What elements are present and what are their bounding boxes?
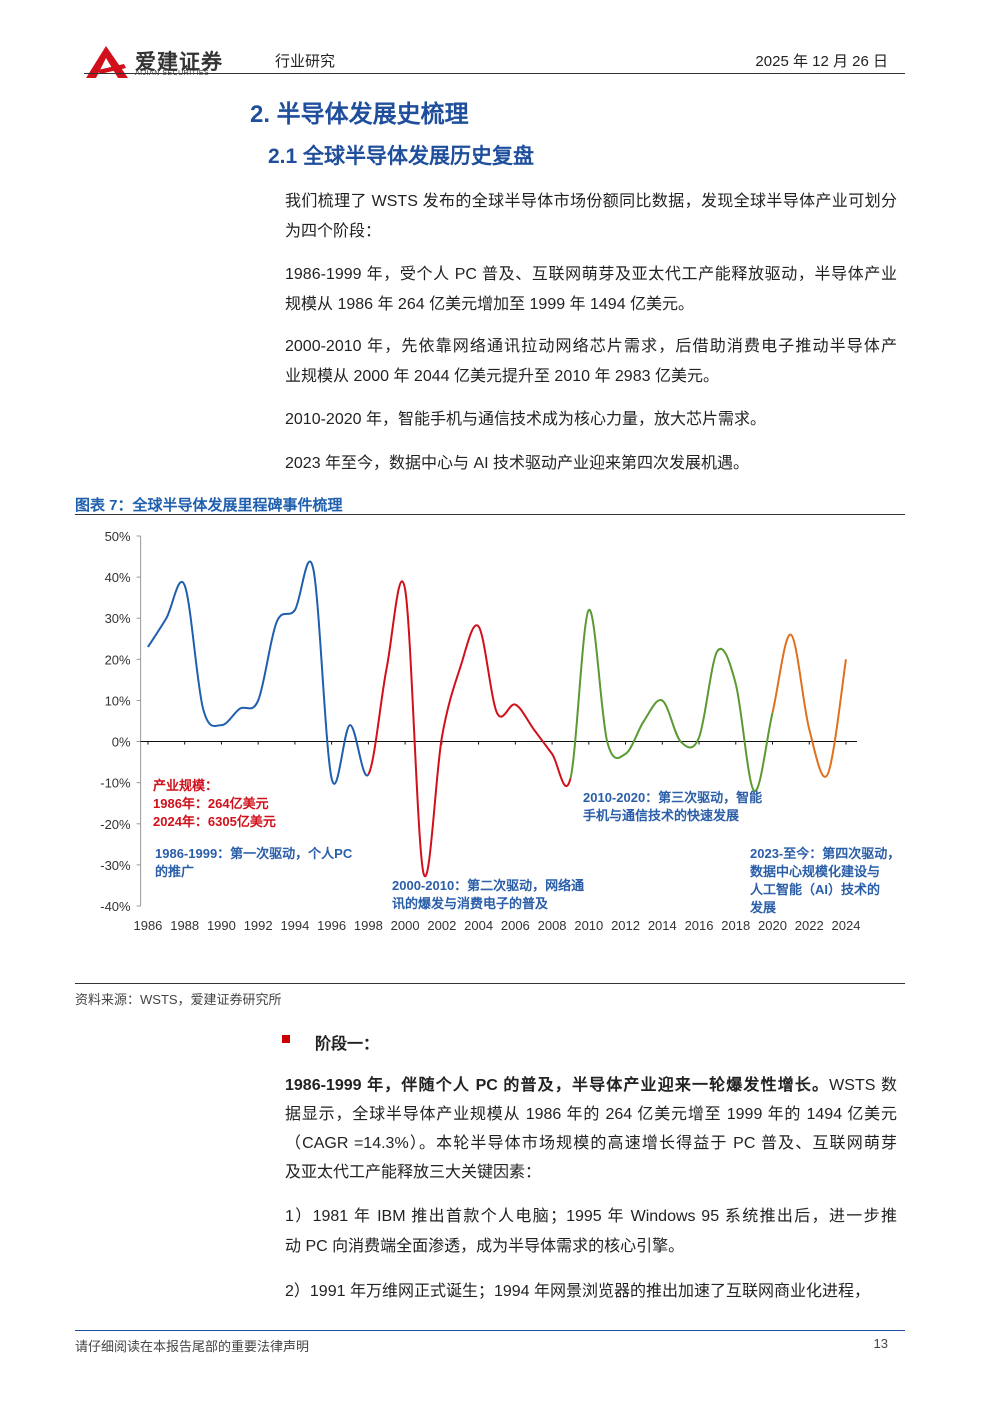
source-rule	[75, 983, 905, 984]
y-tick-label: 50%	[105, 529, 131, 544]
x-tick-label: 2010	[574, 918, 603, 933]
y-tick-label: 30%	[105, 611, 131, 626]
y-tick-label: 20%	[105, 652, 131, 667]
x-tick-label: 2006	[501, 918, 530, 933]
figure-caption: 图表 7：全球半导体发展里程碑事件梳理	[75, 497, 343, 514]
paragraph-line: 为四个阶段：	[285, 223, 382, 240]
paragraph-line: 2000-2010 年，先依靠网络通讯拉动网络芯片需求，后借助消费电子推动半导体…	[285, 338, 897, 355]
annotation: 1986-1999：第一次驱动，个人PC	[155, 846, 353, 861]
line-connector	[771, 633, 792, 714]
y-tick-label: 40%	[105, 570, 131, 585]
annotation: 2000-2010：第二次驱动，网络通	[392, 878, 584, 893]
annotation: 发展	[749, 900, 777, 915]
stage-label: 阶段一：	[315, 1036, 380, 1053]
figure-rule	[75, 514, 905, 515]
x-tick-label: 2018	[721, 918, 750, 933]
annotation: 2024年：6305亿美元	[153, 814, 276, 829]
x-tick-label: 2012	[611, 918, 640, 933]
x-tick-label: 1986	[133, 918, 162, 933]
stage-line: 据显示，全球半导体产业规模从 1986 年的 264 亿美元增至 1999 年的…	[285, 1106, 897, 1123]
list-item-line: 2）1991 年万维网正式诞生；1994 年网景浏览器的推出加速了互联网商业化进…	[285, 1283, 870, 1300]
x-tick-label: 2002	[427, 918, 456, 933]
header-section: 行业研究	[275, 53, 336, 70]
annotation: 产业规模：	[153, 778, 218, 793]
x-tick-label: 2024	[832, 918, 861, 933]
stage-bold: 1986-1999 年，伴随个人 PC 的普及，半导体产业迎来一轮爆发性增长。	[285, 1077, 830, 1094]
y-tick-label: -30%	[100, 858, 131, 873]
x-tick-label: 2022	[795, 918, 824, 933]
line-series	[587, 608, 774, 792]
footer-note: 请仔细阅读在本报告尾部的重要法律声明	[75, 1339, 310, 1354]
bullet	[282, 1035, 290, 1043]
x-tick-label: 2000	[391, 918, 420, 933]
page-number: 13	[873, 1336, 888, 1351]
annotation: 手机与通信技术的快速发展	[583, 808, 740, 823]
stage-line: （CAGR =14.3%）。本轮半导体市场规模的高速增长得益于 PC 普及、互联…	[285, 1135, 897, 1152]
paragraph-line: 业规模从 2000 年 2044 亿美元提升至 2010 年 2983 亿美元。	[285, 368, 719, 385]
list-item-line: 1）1981 年 IBM 推出首款个人电脑；1995 年 Windows 95 …	[285, 1208, 897, 1225]
y-tick-label: -40%	[100, 899, 131, 914]
stage-text: WSTS 数	[829, 1077, 897, 1094]
x-tick-label: 1992	[244, 918, 273, 933]
line-connector	[569, 609, 590, 779]
paragraph-line: 我们梳理了 WSTS 发布的全球半导体市场份额同比数据，发现全球半导体产业可划分	[285, 193, 897, 210]
heading: 2. 半导体发展史梳理	[250, 101, 469, 128]
paragraph-line: 2010-2020 年，智能手机与通信技术成为核心力量，放大芯片需求。	[285, 411, 766, 428]
x-tick-label: 1996	[317, 918, 346, 933]
x-tick-label: 2016	[685, 918, 714, 933]
stage-line: 及亚太代工产能释放三大关键因素：	[285, 1164, 542, 1181]
annotation: 讯的爆发与消费电子的普及	[392, 896, 549, 911]
line-series	[790, 633, 847, 778]
x-tick-label: 1994	[280, 918, 309, 933]
logo-mark	[86, 46, 128, 78]
annotation: 1986年：264亿美元	[153, 796, 269, 811]
y-tick-label: -20%	[100, 817, 131, 832]
x-tick-label: 1990	[207, 918, 236, 933]
paragraph-line: 规模从 1986 年 264 亿美元增加至 1999 年 1494 亿美元。	[285, 296, 695, 313]
chart: -40% -30% -20% -10% 0% 10% 20% 30% 40% 50% 1986 198…	[100, 529, 900, 933]
paragraph-line: 1986-1999 年，受个人 PC 普及、互联网萌芽及亚太代工产能释放驱动，半…	[285, 266, 897, 283]
stage-line: 1986-1999 年，伴随个人 PC 的普及，半导体产业迎来一轮爆发性增长。W…	[285, 1071, 897, 1095]
line-connector	[367, 667, 388, 775]
x-tick-label: 2008	[538, 918, 567, 933]
x-tick-label: 2004	[464, 918, 493, 933]
annotation: 2023-至今：第四次驱动，	[750, 846, 900, 861]
x-tick-label: 2020	[758, 918, 787, 933]
line-series	[147, 560, 370, 785]
annotation: 2010-2020：第三次驱动，智能	[583, 790, 762, 805]
header-date: 2025 年 12 月 26 日	[755, 53, 888, 70]
y-tick-label: 10%	[105, 693, 131, 708]
annotation: 人工智能（AI）技术的	[750, 882, 880, 897]
x-tick-label: 1998	[354, 918, 383, 933]
x-tick-label: 1988	[170, 918, 199, 933]
annotation: 的推广	[155, 864, 194, 879]
line-series	[385, 580, 572, 878]
list-item-line: 动 PC 向消费端全面渗透，成为半导体需求的核心引擎。	[285, 1238, 685, 1255]
y-tick-label: 0%	[112, 735, 131, 750]
paragraph-line: 2023 年至今，数据中心与 AI 技术驱动产业迎来第四次发展机遇。	[285, 455, 750, 472]
header-rule	[84, 73, 905, 74]
annotation: 数据中心规模化建设与	[750, 864, 880, 879]
logo-text: 爱建证券	[135, 51, 223, 74]
y-tick-label: -10%	[100, 776, 131, 791]
figure-source: 资料来源：WSTS，爱建证券研究所	[75, 992, 282, 1007]
footer-rule	[75, 1330, 905, 1331]
subheading: 2.1 全球半导体发展历史复盘	[268, 145, 535, 168]
x-tick-label: 2014	[648, 918, 677, 933]
